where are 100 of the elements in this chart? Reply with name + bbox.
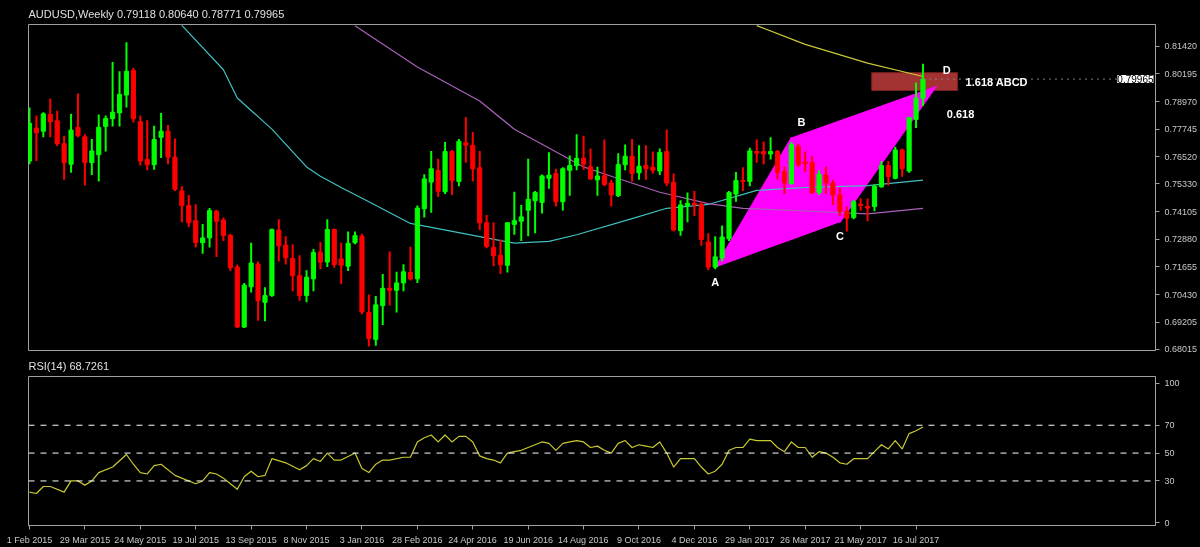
x-tick-label: 16 Jul 2017 xyxy=(892,534,940,545)
candlestick xyxy=(878,160,884,189)
candlestick xyxy=(761,140,767,166)
x-tick-label: 29 Jan 2017 xyxy=(725,534,775,545)
ref-line-label: 0.79965 xyxy=(1117,74,1154,86)
y-tick-label: 30 xyxy=(1164,475,1175,486)
y-tick-label: 0.70430 xyxy=(1164,289,1198,300)
candlestick xyxy=(574,133,580,172)
candlestick xyxy=(740,166,746,192)
y-tick-label: 70 xyxy=(1164,420,1175,431)
x-tick-label: 24 Apr 2016 xyxy=(448,534,497,545)
candlestick xyxy=(490,221,497,268)
y-tick-label: 0.78970 xyxy=(1164,96,1198,107)
candlestick xyxy=(684,191,691,224)
x-tick-label: 19 Jul 2015 xyxy=(172,534,219,545)
candlestick xyxy=(795,142,801,169)
candlestick xyxy=(823,165,829,196)
candlestick xyxy=(394,270,400,314)
line-series xyxy=(28,426,924,495)
x-tick-label: 4 Dec 2016 xyxy=(671,534,718,545)
candlestick xyxy=(484,214,490,250)
candlestick xyxy=(317,240,323,271)
candlestick xyxy=(629,137,635,183)
candlestick xyxy=(816,169,822,196)
candlestick xyxy=(213,208,220,258)
candlestick xyxy=(594,165,601,197)
candlestick xyxy=(144,119,150,172)
candlestick xyxy=(851,199,857,221)
x-tick-label: 14 Aug 2016 xyxy=(558,534,609,545)
candlestick xyxy=(837,186,843,217)
candlestick xyxy=(885,160,891,187)
candlestick xyxy=(657,147,663,177)
chart-title: AUDUSD,Weekly 0.79118 0.80640 0.78771 0.79965 xyxy=(28,7,285,20)
candlestick xyxy=(587,147,594,181)
candlestick xyxy=(581,134,587,171)
x-tick-label: 26 Mar 2017 xyxy=(779,534,831,545)
candlestick xyxy=(636,144,642,181)
candlestick xyxy=(116,70,123,128)
y-tick-label: 100 xyxy=(1164,378,1180,389)
y-tick-label: 0.72880 xyxy=(1164,234,1198,245)
candlestick xyxy=(40,111,46,139)
y-tick-label: 50 xyxy=(1164,448,1175,459)
x-tick-label: 8 Nov 2015 xyxy=(283,534,330,545)
x-tick-label: 19 Jun 2016 xyxy=(503,534,553,545)
x-tick-label: 3 Jan 2016 xyxy=(339,534,385,545)
candlestick xyxy=(781,165,788,196)
x-tick-label: 29 Mar 2015 xyxy=(59,534,111,545)
candlestick xyxy=(518,203,524,243)
candlestick xyxy=(871,183,878,213)
x-tick-label: 21 May 2017 xyxy=(834,534,887,545)
candlestick xyxy=(497,238,504,276)
candlestick xyxy=(774,148,781,181)
candlestick xyxy=(303,269,310,304)
candlestick xyxy=(601,138,607,188)
candlestick xyxy=(110,61,116,128)
x-tick-label: 1 Feb 2015 xyxy=(6,534,53,545)
y-tick-label: 0.80195 xyxy=(1164,68,1198,79)
x-tick-label: 9 Oct 2016 xyxy=(616,534,662,545)
candlestick xyxy=(435,157,441,198)
y-tick-label: 0 xyxy=(1164,517,1170,528)
candlestick xyxy=(345,230,351,272)
candlestick xyxy=(463,115,469,164)
annotation: 0.618 xyxy=(946,107,975,120)
y-tick-label: 0.69205 xyxy=(1164,317,1198,328)
line-series xyxy=(181,24,924,244)
candlestick xyxy=(297,254,303,302)
y-tick-label: 0.81420 xyxy=(1164,41,1198,52)
annotation: D xyxy=(942,63,951,76)
y-tick-label: 0.68015 xyxy=(1164,344,1198,355)
candlestick xyxy=(768,136,774,161)
annotation: A xyxy=(711,275,720,288)
y-tick-label: 0.76520 xyxy=(1164,151,1198,162)
candlestick xyxy=(220,216,226,243)
y-tick-label: 0.71655 xyxy=(1164,261,1198,272)
candlestick xyxy=(920,62,926,108)
candlestick xyxy=(61,134,67,181)
candlestick xyxy=(103,114,109,153)
candlestick xyxy=(290,243,296,293)
candlestick xyxy=(899,147,905,178)
candlestick xyxy=(75,92,81,139)
band-label: 1.618 ABCD xyxy=(965,75,1028,88)
candlestick xyxy=(400,263,407,293)
chart-title: RSI(14) 68.7261 xyxy=(28,359,110,372)
candlestick xyxy=(407,245,414,282)
y-tick-label: 0.75330 xyxy=(1164,178,1198,189)
candlestick xyxy=(200,222,206,255)
y-tick-label: 0.77745 xyxy=(1164,124,1198,135)
line-series xyxy=(354,25,924,215)
candlestick xyxy=(864,197,871,223)
candlestick xyxy=(511,190,517,236)
candlestick xyxy=(754,138,760,164)
x-tick-label: 24 May 2015 xyxy=(114,534,167,545)
annotation: B xyxy=(797,115,806,128)
candlestick xyxy=(608,178,614,208)
candlestick xyxy=(830,178,836,206)
x-tick-label: 13 Sep 2015 xyxy=(225,534,277,545)
candlestick xyxy=(123,41,130,109)
y-tick-label: 0.74105 xyxy=(1164,206,1198,217)
annotation: C xyxy=(835,230,844,243)
x-tick-label: 28 Feb 2016 xyxy=(392,534,443,545)
